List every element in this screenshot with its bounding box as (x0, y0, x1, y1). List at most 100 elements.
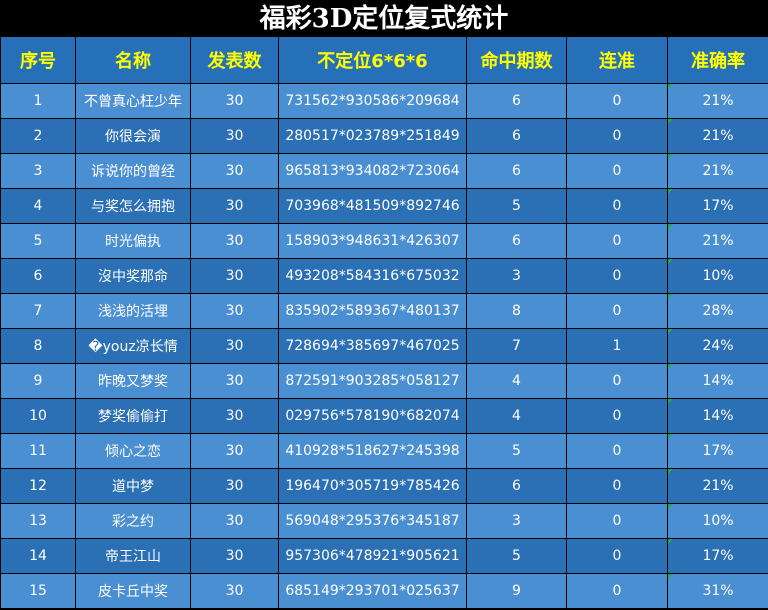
table-cell: 彩之约 (75, 503, 191, 539)
header-cell: 命中期数 (466, 36, 567, 84)
table-cell: 0 (566, 118, 668, 154)
table-cell: 410928*518627*245398 (278, 433, 467, 469)
header-cell: 发表数 (190, 36, 279, 84)
table-cell: 30 (190, 293, 279, 329)
table-cell: 你很会演 (75, 118, 191, 154)
table-row: 1 不曾真心枉少年 30 731562*930586*209684 6 0 21% (0, 83, 768, 119)
table-cell: 685149*293701*025637 (278, 573, 467, 609)
table-cell: 5 (0, 223, 76, 259)
table-cell: 30 (190, 468, 279, 504)
table-cell: 4 (466, 363, 567, 399)
table-cell: 5 (466, 538, 567, 574)
header-cell: 连准 (566, 36, 668, 84)
table-cell: 0 (566, 223, 668, 259)
table-cell: 728694*385697*467025 (278, 328, 467, 364)
table-cell: 0 (566, 468, 668, 504)
table-cell: 1 (0, 83, 76, 119)
table-cell: 30 (190, 153, 279, 189)
table-cell: 872591*903285*058127 (278, 363, 467, 399)
table-cell: 1 (566, 328, 668, 364)
header-row: 序号 名称 发表数 不定位6*6*6 命中期数 连准 准确率 (0, 36, 768, 84)
header-cell: 准确率 (667, 36, 768, 84)
table-cell: 835902*589367*480137 (278, 293, 467, 329)
table-cell: 30 (190, 83, 279, 119)
table-cell: 30 (190, 258, 279, 294)
table-cell: 30 (190, 503, 279, 539)
table-row: 6 沒中奖那命 30 493208*584316*675032 3 0 10% (0, 258, 768, 294)
table-cell: 与奖怎么拥抱 (75, 188, 191, 224)
title: 福彩3D定位复式统计 (259, 4, 509, 34)
table-cell: 0 (566, 188, 668, 224)
table-cell: 17% (667, 538, 768, 574)
table-cell: 31% (667, 573, 768, 609)
table-cell: 0 (566, 153, 668, 189)
table-row: 15 皮卡丘中奖 30 685149*293701*025637 9 0 31% (0, 573, 768, 609)
table-cell: 493208*584316*675032 (278, 258, 467, 294)
table-cell: 029756*578190*682074 (278, 398, 467, 434)
table-cell: 12 (0, 468, 76, 504)
table-cell: 703968*481509*892746 (278, 188, 467, 224)
table-cell: 倾心之恋 (75, 433, 191, 469)
table-cell: 0 (566, 433, 668, 469)
table-cell: 3 (466, 258, 567, 294)
table-cell: 昨晚又梦奖 (75, 363, 191, 399)
table-cell: 280517*023789*251849 (278, 118, 467, 154)
table-cell: 沒中奖那命 (75, 258, 191, 294)
table-cell: 0 (566, 83, 668, 119)
table-cell: 7 (466, 328, 567, 364)
table-row: 10 梦奖偷偷打 30 029756*578190*682074 4 0 14% (0, 398, 768, 434)
table-cell: 30 (190, 433, 279, 469)
table-cell: 14% (667, 363, 768, 399)
table-cell: 21% (667, 468, 768, 504)
table-cell: 不曾真心枉少年 (75, 83, 191, 119)
table-cell: 9 (466, 573, 567, 609)
table-cell: 6 (466, 223, 567, 259)
table-cell: 21% (667, 118, 768, 154)
table-cell: 3 (0, 153, 76, 189)
table-cell: 0 (566, 258, 668, 294)
table-cell: 28% (667, 293, 768, 329)
table-cell: 14 (0, 538, 76, 574)
table-cell: 17% (667, 188, 768, 224)
table-cell: 7 (0, 293, 76, 329)
table-row: 14 帝王江山 30 957306*478921*905621 5 0 17% (0, 538, 768, 574)
table-cell: 6 (0, 258, 76, 294)
table-cell: 21% (667, 223, 768, 259)
table-row: 8 �youz凉长情 30 728694*385697*467025 7 1 24% (0, 328, 768, 364)
table-cell: 30 (190, 223, 279, 259)
table-cell: 196470*305719*785426 (278, 468, 467, 504)
table-row: 2 你很会演 30 280517*023789*251849 6 0 21% (0, 118, 768, 154)
table-row: 4 与奖怎么拥抱 30 703968*481509*892746 5 0 17% (0, 188, 768, 224)
table-cell: 13 (0, 503, 76, 539)
table-cell: 30 (190, 573, 279, 609)
table-cell: 6 (466, 153, 567, 189)
table-cell: 30 (190, 328, 279, 364)
table-cell: 30 (190, 118, 279, 154)
table-body: 1 不曾真心枉少年 30 731562*930586*209684 6 0 21% 2 你很会演… (0, 83, 768, 609)
table-cell: 诉说你的曾经 (75, 153, 191, 189)
header-cell: 名称 (75, 36, 191, 84)
table-cell: 957306*478921*905621 (278, 538, 467, 574)
table-cell: 569048*295376*345187 (278, 503, 467, 539)
table-row: 13 彩之约 30 569048*295376*345187 3 0 10% (0, 503, 768, 539)
table-cell: 6 (466, 118, 567, 154)
table-cell: 0 (566, 293, 668, 329)
table-cell: 731562*930586*209684 (278, 83, 467, 119)
table-cell: 浅浅的活埋 (75, 293, 191, 329)
table-cell: 30 (190, 363, 279, 399)
table-cell: 9 (0, 363, 76, 399)
table-cell: 5 (466, 433, 567, 469)
table-cell: 8 (0, 328, 76, 364)
table-cell: 6 (466, 468, 567, 504)
table-cell: 24% (667, 328, 768, 364)
table-cell: 0 (566, 503, 668, 539)
table-cell: 15 (0, 573, 76, 609)
table-cell: 帝王江山 (75, 538, 191, 574)
table-cell: 梦奖偷偷打 (75, 398, 191, 434)
table-cell: 17% (667, 433, 768, 469)
table-cell: 3 (466, 503, 567, 539)
table-row: 7 浅浅的活埋 30 835902*589367*480137 8 0 28% (0, 293, 768, 329)
table-cell: 30 (190, 538, 279, 574)
table-cell: 时光偏执 (75, 223, 191, 259)
